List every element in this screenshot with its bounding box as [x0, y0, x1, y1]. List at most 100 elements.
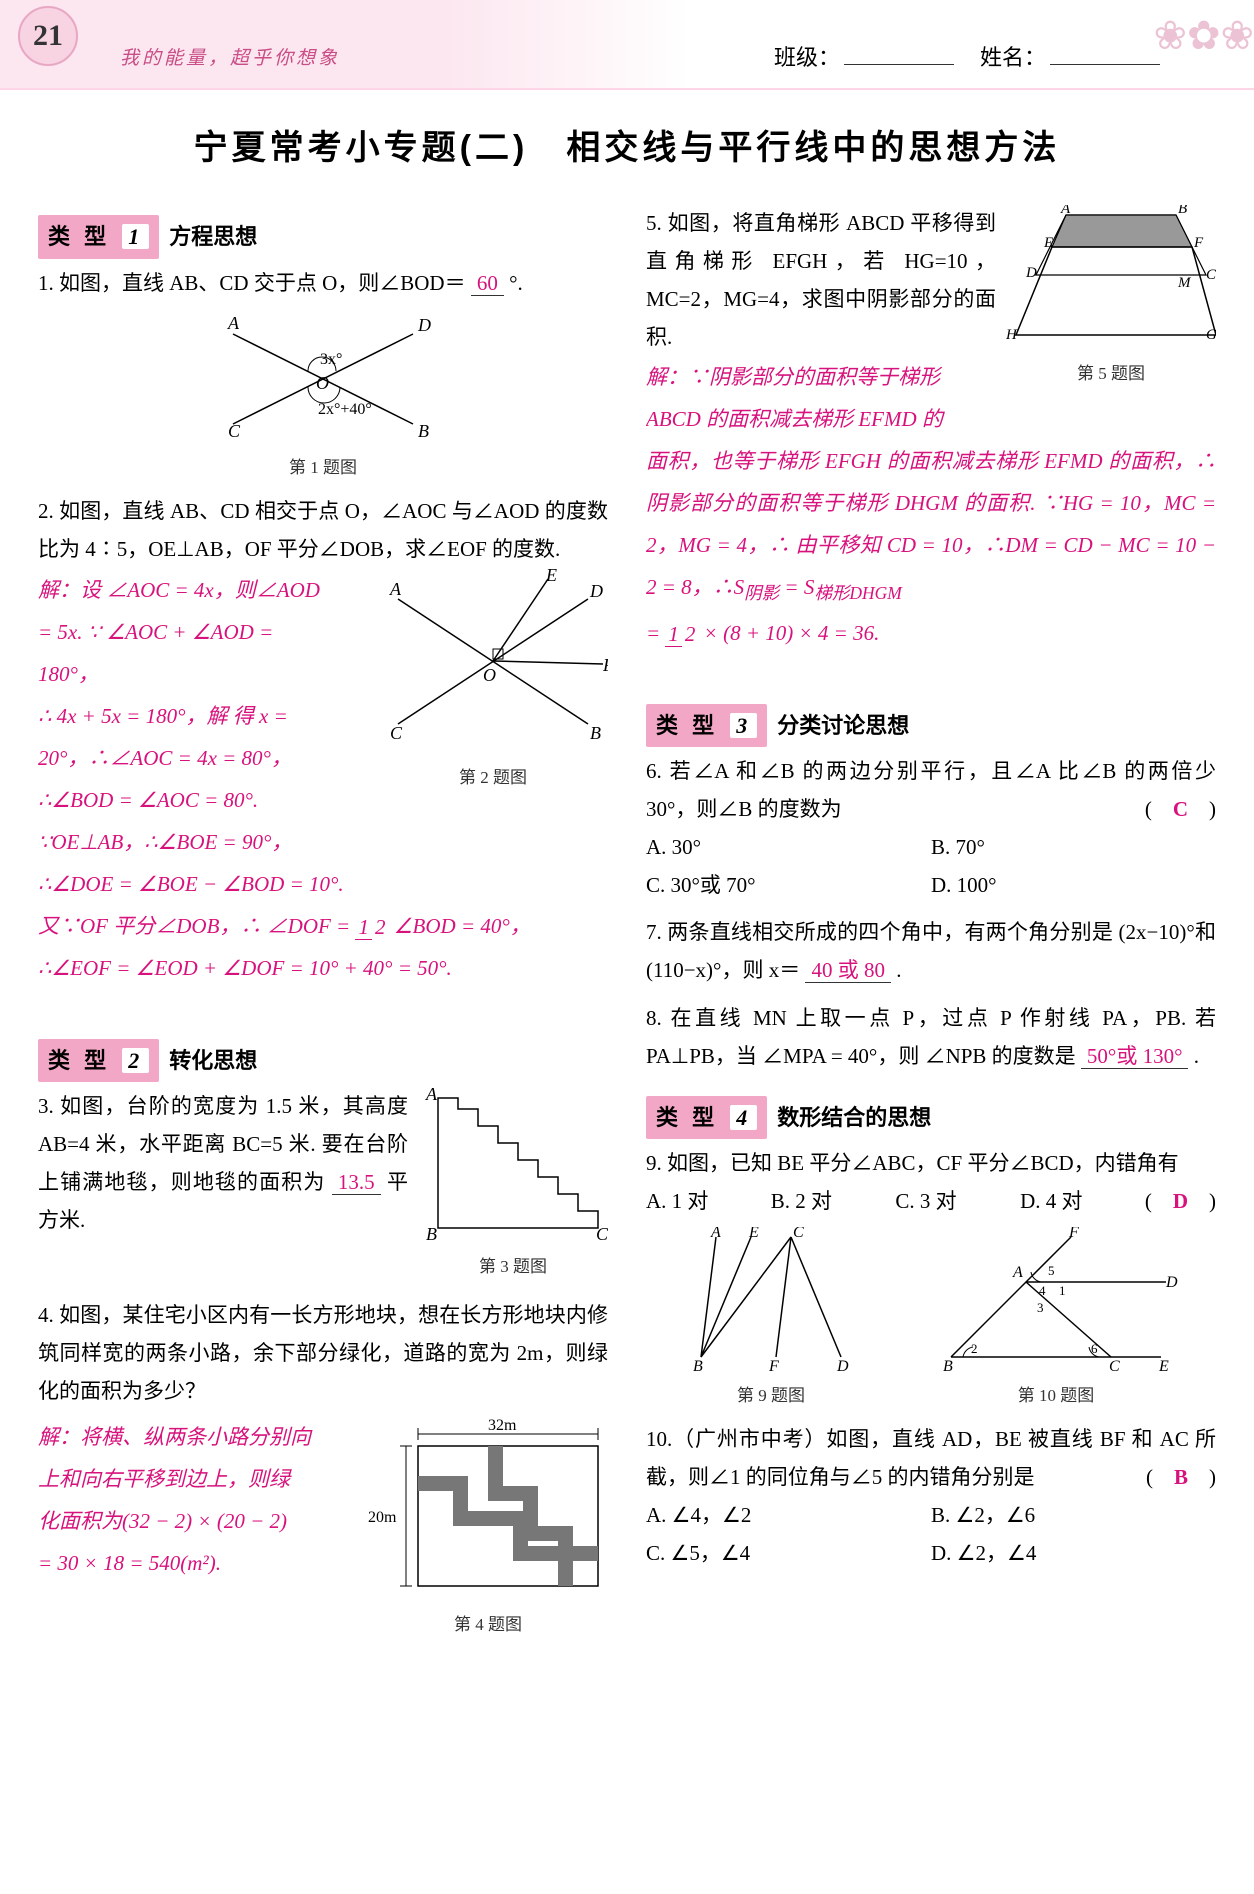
- pill-text: 类 型: [656, 1105, 718, 1130]
- section-name: 分类讨论思想: [777, 706, 909, 746]
- svg-text:2x°+40°: 2x°+40°: [318, 401, 372, 418]
- svg-text:D: D: [1025, 265, 1037, 281]
- svg-text:B: B: [590, 723, 601, 743]
- section-name: 数形结合的思想: [777, 1098, 931, 1138]
- q9-figure-wrap: A E C B F D 第 9 题图: [681, 1227, 861, 1412]
- q5-solution: 解：∵阴影部分的面积等于梯形 ABCD 的面积减去梯形 EFMD 的 面积，也等…: [646, 356, 1216, 653]
- q8-text-b: .: [1194, 1044, 1199, 1068]
- svg-text:4: 4: [1039, 1283, 1046, 1298]
- q3-figure: A B C: [418, 1088, 608, 1248]
- pill-num: 4: [730, 1105, 757, 1130]
- choice: B. 2 对: [771, 1183, 896, 1221]
- sol-line: ∵OE⊥AB，∴∠BOE = 90°，: [38, 821, 608, 863]
- q2-text: 2. 如图，直线 AB、CD 相交于点 O，∠AOC 与∠AOD 的度数比为 4…: [38, 493, 608, 569]
- svg-text:C: C: [1109, 1358, 1120, 1375]
- pill-num: 2: [122, 1048, 149, 1073]
- sol-span: 面积，也等于梯形 EFGH 的面积减去梯形 EFMD 的面积，∴阴影部分的面积等…: [646, 449, 1216, 599]
- q9-caption: 第 9 题图: [681, 1381, 861, 1412]
- svg-text:M: M: [1177, 275, 1192, 291]
- q10-figure: F A D B C E 5 4 1 3 2 6: [931, 1227, 1181, 1377]
- svg-text:A: A: [1012, 1264, 1023, 1281]
- main-title: 宁夏常考小专题(二) 相交线与平行线中的思想方法: [0, 118, 1254, 179]
- question-3: A B C 第 3 题图 3. 如图，台阶的宽度为 1.5 米，其高度 AB=4…: [38, 1088, 608, 1287]
- sol-frac-a: 又∵OF 平分∠DOB，∴ ∠DOF =: [38, 914, 355, 938]
- pill-text: 类 型: [48, 224, 110, 249]
- svg-text:B: B: [418, 421, 429, 441]
- svg-text:2: 2: [971, 1341, 978, 1356]
- q4-figure: 32m 20m: [368, 1416, 608, 1606]
- right-column: A B E F D C M H G 第 5 题图 5. 如图，将直角梯形 ABC…: [646, 205, 1216, 1655]
- choice: C. 30°或 70°: [646, 867, 931, 905]
- choice: B. ∠2，∠6: [931, 1497, 1216, 1535]
- svg-text:E: E: [545, 569, 557, 585]
- choice: A. 1 对: [646, 1183, 771, 1221]
- question-6: 6. 若∠A 和∠B 的两边分别平行，且∠A 比∠B 的两倍少 30°，则∠B …: [646, 753, 1216, 904]
- pill-text: 类 型: [656, 713, 718, 738]
- page-number-badge: 21: [18, 6, 78, 66]
- sol-sub: 阴影: [744, 584, 779, 604]
- choice: D. ∠2，∠4: [931, 1535, 1216, 1573]
- q4-dim-h: 20m: [368, 1509, 397, 1526]
- q9-figure: A E C B F D: [681, 1227, 861, 1377]
- sol-line: ∴∠DOE = ∠BOE − ∠BOD = 10°.: [38, 863, 608, 905]
- q4-text: 4. 如图，某住宅小区内有一长方形地块，想在长方形地块内修筑同样宽的两条小路，余…: [38, 1297, 608, 1410]
- svg-text:C: C: [390, 723, 403, 743]
- svg-text:1: 1: [1059, 1283, 1066, 1298]
- choice: A. 30°: [646, 829, 931, 867]
- q4-figure-wrap: 32m 20m 第 4 题图: [368, 1416, 608, 1641]
- svg-text:F: F: [768, 1358, 779, 1375]
- q5-figure-wrap: A B E F D C M H G 第 5 题图: [1006, 205, 1216, 390]
- sol-line: ∴∠EOF = ∠EOD + ∠DOF = 10° + 40° = 50°.: [38, 947, 608, 989]
- svg-text:B: B: [693, 1358, 703, 1375]
- q1-text-b: °.: [509, 271, 523, 295]
- svg-text:B: B: [426, 1224, 437, 1244]
- motto-text: 我的能量，超乎你想象: [120, 42, 340, 76]
- q3-answer: 13.5: [332, 1170, 381, 1195]
- section-1-head: 类 型 1 方程思想: [38, 215, 257, 259]
- svg-text:D: D: [1165, 1274, 1178, 1291]
- question-10: 10.（广州市中考）如图，直线 AD，BE 被直线 BF 和 AC 所截，则∠1…: [646, 1421, 1216, 1572]
- svg-text:A: A: [389, 579, 402, 599]
- q9-text: 9. 如图，已知 BE 平分∠ABC，CF 平分∠BCD，内错角有: [646, 1151, 1179, 1175]
- q2-figure-wrap: A E D C B F O 第 2 题图: [378, 569, 608, 794]
- svg-text:D: D: [417, 315, 431, 335]
- q9-q10-figures: A E C B F D 第 9 题图 F: [646, 1227, 1216, 1412]
- class-label: 班级：: [774, 45, 840, 70]
- sol-frac-b: ∠BOD = 40°，: [394, 914, 531, 938]
- q4-dim-w: 32m: [488, 1417, 517, 1434]
- sol-span: =: [646, 621, 665, 645]
- q8-answer: 50°或 130°: [1081, 1044, 1189, 1069]
- svg-text:A: A: [1060, 205, 1071, 217]
- sol-span: ABCD 的面积减去梯形 EFMD 的: [646, 407, 943, 431]
- section-3-head: 类 型 3 分类讨论思想: [646, 704, 909, 748]
- svg-text:A: A: [710, 1227, 721, 1241]
- sol-line-frac: 又∵OF 平分∠DOB，∴ ∠DOF = 12 ∠BOD = 40°，: [38, 905, 608, 947]
- q7-answer: 40 或 80: [805, 958, 891, 983]
- svg-text:F: F: [1193, 235, 1204, 251]
- sol-span: × (8 + 10) × 4 = 36.: [704, 621, 880, 645]
- q1-text-a: 1. 如图，直线 AB、CD 交于点 O，则∠BOD＝: [38, 271, 466, 295]
- svg-text:O: O: [483, 665, 496, 685]
- svg-text:E: E: [748, 1227, 759, 1241]
- name-label: 姓名：: [980, 45, 1046, 70]
- q3-caption: 第 3 题图: [418, 1252, 608, 1283]
- q2-caption: 第 2 题图: [378, 763, 608, 794]
- q10-caption: 第 10 题图: [931, 1381, 1181, 1412]
- choice: C. ∠5，∠4: [646, 1535, 931, 1573]
- choice: A. ∠4，∠2: [646, 1497, 931, 1535]
- question-7: 7. 两条直线相交所成的四个角中，有两个角分别是 (2x−10)°和(110−x…: [646, 914, 1216, 990]
- svg-text:D: D: [836, 1358, 849, 1375]
- svg-text:3: 3: [1037, 1300, 1044, 1315]
- section-4-head: 类 型 4 数形结合的思想: [646, 1096, 931, 1140]
- q9-answer: D: [1173, 1189, 1188, 1213]
- q6-answer: C: [1173, 797, 1188, 821]
- page-body: 类 型 1 方程思想 1. 如图，直线 AB、CD 交于点 O，则∠BOD＝ 6…: [0, 205, 1254, 1695]
- q5-caption: 第 5 题图: [1006, 359, 1216, 390]
- question-8: 8. 在直线 MN 上取一点 P，过点 P 作射线 PA，PB. 若 PA⊥PB…: [646, 1000, 1216, 1076]
- pill-num: 1: [122, 224, 149, 249]
- question-1: 1. 如图，直线 AB、CD 交于点 O，则∠BOD＝ 60 °. A D C …: [38, 265, 608, 483]
- svg-text:E: E: [1043, 235, 1053, 251]
- page-header: 21 我的能量，超乎你想象 班级： 姓名： ❀✿❀: [0, 0, 1254, 90]
- class-blank[interactable]: [844, 64, 954, 65]
- q1-answer: 60: [471, 271, 504, 296]
